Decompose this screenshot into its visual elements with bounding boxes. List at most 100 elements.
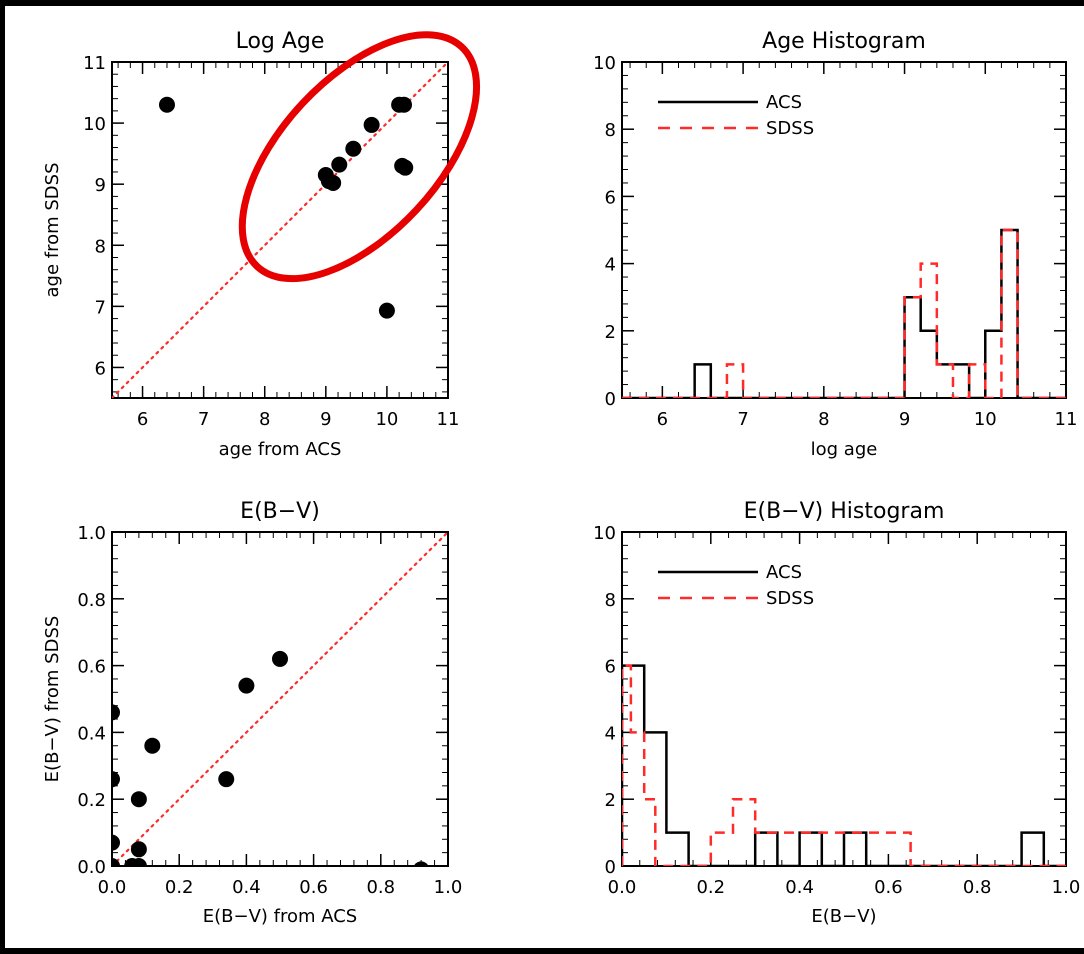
x-tick-label: 7 bbox=[198, 409, 209, 430]
x-tick-label: 11 bbox=[1055, 409, 1078, 430]
panel-ebv: E(B−V) 0.0 0.2 0.4 0.6 0.8 1.0 0.0 0.2 0.4 0.6 0.8 1… bbox=[42, 499, 462, 927]
legend-label-sdss: SDSS bbox=[766, 118, 814, 139]
y-tick-label: 4 bbox=[605, 723, 616, 744]
y-tick-label: 8 bbox=[605, 590, 616, 611]
x-tick-label: 0.2 bbox=[696, 877, 725, 898]
y-tick-label: 0.4 bbox=[77, 723, 106, 744]
y-tick-label: 4 bbox=[605, 255, 616, 276]
x-tick-label: 10 bbox=[375, 409, 398, 430]
y-tick-label: 8 bbox=[605, 120, 616, 141]
y-tick-label: 6 bbox=[605, 657, 616, 678]
x-axis-label: E(B−V) from ACS bbox=[203, 906, 358, 927]
y-tick-label: 0.2 bbox=[77, 790, 106, 811]
data-point bbox=[112, 771, 120, 788]
data-point bbox=[345, 140, 362, 157]
x-tick-label: 11 bbox=[437, 409, 460, 430]
x-tick-label: 7 bbox=[737, 409, 748, 430]
y-tick-label: 10 bbox=[593, 523, 616, 544]
x-tick-label: 9 bbox=[899, 409, 910, 430]
x-tick-label: 6 bbox=[657, 409, 668, 430]
panel-age-histogram: Age Histogram 6 7 8 9 10 11 0 2 4 6 8 10 log age ACS SD… bbox=[593, 29, 1077, 460]
y-tick-label: 10 bbox=[83, 114, 106, 135]
data-point bbox=[331, 156, 348, 173]
data-point bbox=[378, 302, 395, 319]
x-axis-label: age from ACS bbox=[219, 439, 342, 460]
histogram-layer bbox=[622, 228, 1066, 398]
data-point bbox=[158, 96, 175, 113]
scatter-layer bbox=[112, 532, 448, 866]
x-tick-label: 8 bbox=[259, 409, 270, 430]
one-to-one-line bbox=[112, 532, 448, 866]
y-tick-label: 0.8 bbox=[77, 590, 106, 611]
y-tick-label: 6 bbox=[605, 187, 616, 208]
y-tick-label: 6 bbox=[95, 358, 106, 379]
x-tick-label: 0.4 bbox=[785, 877, 814, 898]
y-axis-label: E(B−V) from SDSS bbox=[42, 616, 63, 783]
y-tick-label: 0.0 bbox=[77, 857, 106, 878]
data-point bbox=[112, 704, 120, 721]
y-tick-label: 0.6 bbox=[77, 657, 106, 678]
x-tick-label: 6 bbox=[137, 409, 148, 430]
highlight-ellipse bbox=[238, 31, 481, 283]
data-point bbox=[413, 861, 429, 866]
x-tick-label: 0.6 bbox=[299, 877, 328, 898]
chart-title: E(B−V) bbox=[240, 499, 320, 524]
data-point bbox=[112, 834, 120, 851]
legend-label-sdss: SDSS bbox=[766, 588, 814, 609]
x-tick-label: 0.0 bbox=[98, 877, 127, 898]
x-tick-label: 1.0 bbox=[434, 877, 463, 898]
data-point bbox=[130, 791, 147, 808]
histogram-series-sdss bbox=[622, 228, 1066, 398]
data-point bbox=[272, 650, 288, 667]
histogram-layer bbox=[622, 664, 1066, 866]
x-tick-label: 8 bbox=[818, 409, 829, 430]
data-point bbox=[397, 159, 414, 176]
x-tick-label: 10 bbox=[974, 409, 997, 430]
bottom-border bbox=[0, 948, 1084, 954]
y-axis-label: age from SDSS bbox=[42, 163, 63, 298]
data-point bbox=[130, 858, 147, 866]
data-point bbox=[325, 174, 342, 191]
y-tick-label: 2 bbox=[605, 790, 616, 811]
y-tick-label: 8 bbox=[95, 236, 106, 257]
x-tick-label: 0.2 bbox=[165, 877, 194, 898]
data-point bbox=[218, 771, 235, 788]
y-tick-label: 1.0 bbox=[77, 523, 106, 544]
x-tick-label: 0.4 bbox=[232, 877, 261, 898]
chart-title: Age Histogram bbox=[762, 29, 926, 54]
scatter-layer bbox=[112, 62, 448, 398]
legend: ACS SDSS bbox=[658, 562, 814, 609]
x-axis-label: log age bbox=[811, 439, 878, 460]
y-tick-label: 0 bbox=[605, 389, 616, 410]
x-tick-label: 1.0 bbox=[1052, 877, 1081, 898]
panel-log-age: Log Age 6 7 8 9 10 11 6 7 8 9 10 11 age from ACS age f… bbox=[42, 29, 481, 460]
data-point bbox=[130, 841, 147, 858]
data-point bbox=[144, 737, 161, 754]
chart-title: E(B−V) Histogram bbox=[744, 499, 945, 524]
y-tick-label: 10 bbox=[593, 53, 616, 74]
histogram-series-sdss bbox=[622, 664, 1066, 866]
y-tick-label: 9 bbox=[95, 175, 106, 196]
x-axis-label: E(B−V) bbox=[811, 906, 876, 927]
legend: ACS SDSS bbox=[658, 92, 814, 139]
panel-ebv-histogram: E(B−V) Histogram 0.0 0.2 0.4 0.6 0.8 1.0 0 2 4 6 8 1… bbox=[593, 499, 1080, 927]
data-point bbox=[112, 858, 120, 866]
plot-frame bbox=[111, 61, 449, 399]
histogram-series-acs bbox=[622, 664, 1066, 866]
y-tick-label: 7 bbox=[95, 297, 106, 318]
x-tick-label: 0.6 bbox=[874, 877, 903, 898]
x-tick-label: 0.8 bbox=[963, 877, 992, 898]
data-point bbox=[238, 677, 255, 694]
chart-title: Log Age bbox=[236, 29, 325, 54]
top-border bbox=[0, 0, 1084, 6]
plot-frame bbox=[111, 531, 449, 867]
legend-label-acs: ACS bbox=[766, 92, 802, 113]
x-tick-label: 9 bbox=[320, 409, 331, 430]
data-point bbox=[363, 116, 380, 133]
y-tick-label: 11 bbox=[83, 53, 106, 74]
y-tick-label: 2 bbox=[605, 322, 616, 343]
left-border bbox=[0, 0, 5, 954]
one-to-one-line bbox=[112, 62, 448, 398]
